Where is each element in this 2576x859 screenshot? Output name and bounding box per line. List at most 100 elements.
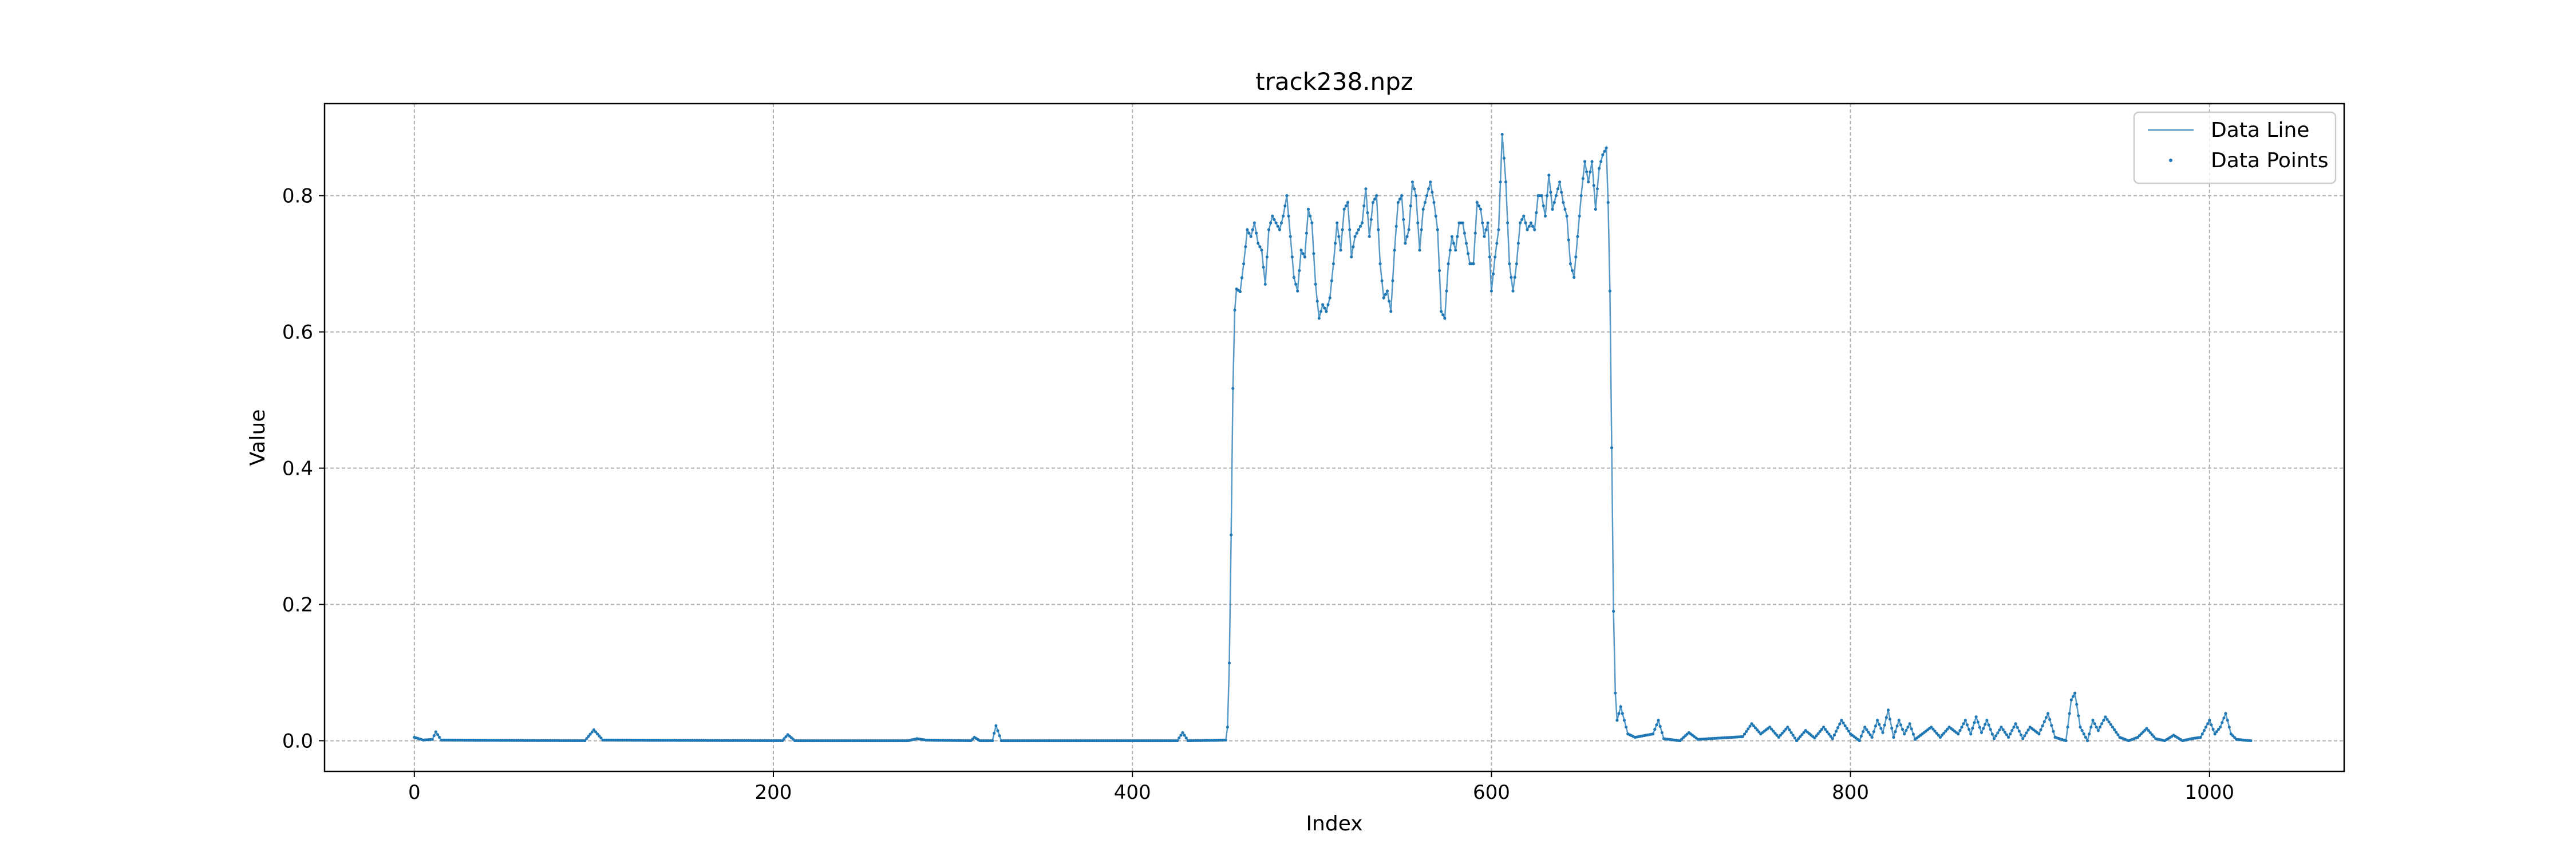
- data-point: [1552, 200, 1556, 204]
- data-point: [2080, 729, 2084, 732]
- data-point: [1233, 308, 1236, 312]
- data-point: [2100, 722, 2104, 726]
- data-point: [598, 734, 601, 738]
- data-point: [1282, 214, 1285, 218]
- data-point: [1563, 207, 1567, 211]
- data-point: [1436, 228, 1439, 231]
- data-point: [1750, 722, 1753, 726]
- data-point: [588, 732, 592, 736]
- data-point: [1531, 224, 1535, 228]
- data-point: [1867, 731, 1870, 734]
- data-point: [1824, 728, 1827, 731]
- data-point: [1542, 204, 1545, 208]
- data-point: [1562, 200, 1565, 204]
- data-point: [1540, 194, 1543, 198]
- data-point: [1255, 231, 1258, 235]
- data-point: [1184, 736, 1188, 740]
- data-point: [1339, 249, 1342, 252]
- data-point: [432, 734, 436, 738]
- data-point: [583, 739, 587, 743]
- data-point: [1619, 705, 1622, 708]
- y-tick-label: 0.2: [282, 594, 313, 617]
- data-point: [1289, 235, 1292, 238]
- data-point: [2019, 733, 2023, 736]
- data-point: [1486, 221, 1490, 224]
- data-point: [2064, 739, 2068, 743]
- data-point: [1179, 734, 1183, 737]
- data-point: [1253, 221, 1256, 224]
- data-point: [2224, 712, 2227, 715]
- data-point: [2082, 732, 2085, 736]
- data-point: [1960, 726, 1963, 729]
- data-point: [1903, 732, 1906, 736]
- data-point: [1816, 732, 1820, 735]
- data-point: [436, 733, 440, 736]
- data-point: [1822, 726, 1826, 729]
- data-point: [2023, 734, 2026, 738]
- data-point: [2211, 728, 2215, 731]
- data-point: [1529, 221, 1532, 224]
- data-point: [1780, 731, 1784, 735]
- data-point: [1371, 200, 1374, 204]
- data-point: [1279, 221, 1283, 224]
- data-point: [1795, 739, 1799, 743]
- data-point: [592, 728, 595, 731]
- data-point: [2115, 731, 2118, 734]
- data-point: [1323, 306, 1326, 310]
- data-point: [991, 739, 994, 743]
- data-point: [1508, 262, 1511, 266]
- data-point: [1753, 726, 1757, 730]
- data-point: [2021, 737, 2025, 740]
- data-point: [1865, 728, 1868, 731]
- data-point: [2016, 726, 2019, 729]
- legend: Data Line Data Points: [2133, 111, 2337, 184]
- data-point: [1937, 734, 1940, 737]
- data-point: [587, 735, 590, 738]
- data-point: [1614, 691, 1617, 695]
- data-point: [1741, 735, 1744, 738]
- data-point: [596, 732, 599, 736]
- data-point: [1516, 242, 1520, 245]
- data-point: [1973, 721, 1976, 724]
- data-point: [1314, 282, 1317, 286]
- data-point: [1332, 262, 1335, 266]
- data-point: [996, 729, 999, 732]
- data-point: [1899, 723, 1902, 727]
- y-tick-label: 0.6: [282, 321, 313, 344]
- data-point: [1581, 177, 1585, 180]
- data-point: [1608, 289, 1611, 293]
- data-point: [1935, 731, 1938, 735]
- data-point: [1319, 310, 1323, 313]
- data-point: [1831, 737, 1834, 740]
- data-point: [1247, 231, 1251, 235]
- data-point: [2088, 732, 2091, 736]
- data-point: [1770, 727, 1773, 731]
- data-point: [1585, 170, 1589, 174]
- data-point: [1296, 289, 1299, 293]
- data-point: [1546, 194, 1549, 198]
- data-point: [1328, 296, 1332, 300]
- data-point: [1373, 198, 1377, 201]
- data-point: [1908, 722, 1911, 726]
- data-point: [1483, 235, 1486, 238]
- data-point: [1838, 722, 1842, 726]
- data-point: [1271, 214, 1274, 218]
- data-point: [784, 735, 788, 738]
- data-point: [1452, 242, 1456, 245]
- data-point: [1265, 255, 1269, 259]
- data-point: [1490, 289, 1493, 293]
- data-point: [1535, 211, 1538, 214]
- data-point: [1407, 228, 1411, 231]
- data-point: [1567, 238, 1570, 242]
- data-point: [1464, 242, 1468, 245]
- data-point: [1797, 737, 1800, 740]
- data-point: [1423, 200, 1427, 204]
- data-point: [2017, 730, 2021, 733]
- data-point: [2140, 732, 2143, 735]
- data-point: [2102, 719, 2105, 722]
- data-point: [1872, 730, 1875, 734]
- data-point: [2003, 731, 2006, 734]
- data-point: [1350, 255, 1353, 259]
- data-point: [2079, 726, 2082, 729]
- data-point: [1240, 276, 1244, 279]
